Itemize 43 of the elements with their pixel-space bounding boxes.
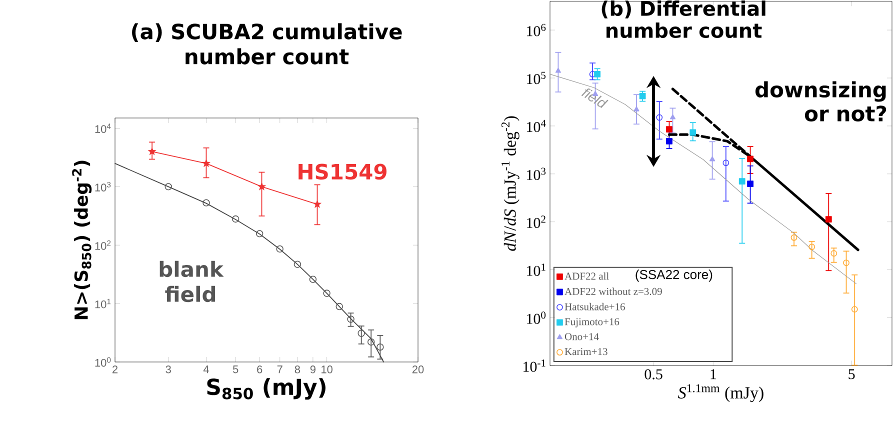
y-tick-label: 10$^{2}$ [527, 216, 546, 228]
y-tick-label: 10$^{0}$ [527, 312, 546, 324]
y-tick-label: 10$^{1}$ [95, 298, 111, 308]
legend-label: Hatsukade+16 [564, 302, 625, 310]
annotation: (SSA22 core) [636, 270, 712, 282]
text: field [581, 88, 608, 108]
y-tick-label: 10$^{2}$ [95, 240, 111, 250]
x-tick-label: 10 [322, 366, 332, 374]
y-tick-label: 10$^{5}$ [527, 72, 546, 84]
y-tick-label: 10$^{1}$ [527, 264, 546, 276]
x-tick-label: 7 [277, 366, 282, 374]
legend-label: Fujimoto+16 [564, 318, 620, 328]
legend-label: Karim+13 [564, 348, 608, 356]
legend-label: ADF22 without z=3.09 [564, 288, 662, 296]
y-tick-label: 10$^{0}$ [95, 357, 111, 367]
x-tick-label: 1 [710, 369, 716, 380]
legend-label: ADF22 all [564, 272, 609, 280]
chart-title: (a) SCUBA2 cumulative number count [132, 23, 402, 64]
y-axis-title: dN/dS (mJy$^{-1}$ deg$^{-2}$) [502, 116, 520, 251]
annotation: downsizing or not? [755, 81, 886, 122]
x-tick-label: 20 [412, 366, 424, 374]
chart-title: (b) Differential number count [602, 0, 766, 38]
x-tick-label: 4 [203, 366, 209, 374]
x-tick-label: 6 [257, 366, 262, 374]
series-label: blank field [160, 260, 224, 302]
y-tick-label: 10$^{4}$ [95, 124, 111, 133]
x-tick-label: 8 [294, 366, 300, 374]
legend-label: Ono+14 [564, 333, 599, 340]
x-tick-label: 2 [112, 366, 118, 374]
x-tick-label: 3 [166, 366, 171, 374]
y-axis-title: N>(S$_{850}$) (deg$^{-2}$) [72, 160, 92, 320]
x-axis-title: S$_{850}$ (mJy) [207, 378, 326, 400]
y-tick-label: 10$^{3}$ [95, 182, 111, 192]
y-tick-label: 10$^{3}$ [527, 168, 546, 180]
x-tick-label: 0.5 [644, 369, 662, 380]
y-tick-label: 10$^{4}$ [527, 120, 546, 132]
x-tick-label: 5 [848, 369, 855, 380]
y-tick-label: 10$^{6}$ [527, 24, 546, 36]
x-axis-title: S$^{1.1mm}$ (mJy) [678, 384, 764, 402]
series-label: HS1549 [298, 164, 386, 180]
x-tick-label: 5 [232, 366, 238, 374]
y-tick-label: 10$^{-1}$ [524, 360, 546, 372]
x-tick-label: 9 [310, 366, 316, 374]
